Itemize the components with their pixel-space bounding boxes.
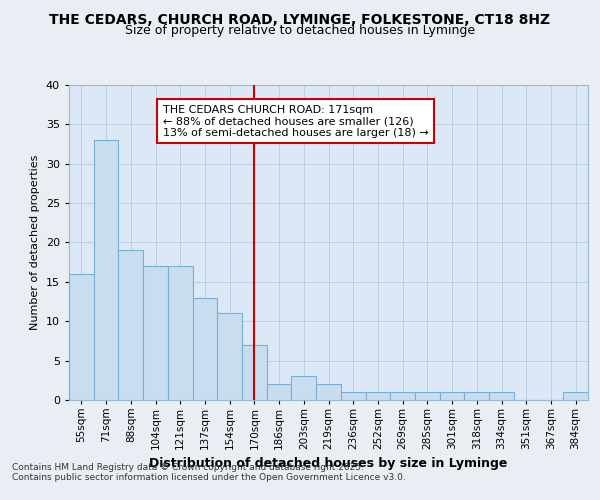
Bar [464,392,489,400]
Bar [341,392,365,400]
Text: Size of property relative to detached houses in Lyminge: Size of property relative to detached ho… [125,24,475,37]
Bar [193,298,217,400]
Bar [217,314,242,400]
Bar [390,392,415,400]
Y-axis label: Number of detached properties: Number of detached properties [30,155,40,330]
Bar [143,266,168,400]
Bar [316,384,341,400]
Bar [292,376,316,400]
Bar [242,345,267,400]
Bar [365,392,390,400]
Text: THE CEDARS CHURCH ROAD: 171sqm
← 88% of detached houses are smaller (126)
13% of: THE CEDARS CHURCH ROAD: 171sqm ← 88% of … [163,104,428,138]
Text: THE CEDARS, CHURCH ROAD, LYMINGE, FOLKESTONE, CT18 8HZ: THE CEDARS, CHURCH ROAD, LYMINGE, FOLKES… [49,12,551,26]
Bar [69,274,94,400]
Bar [118,250,143,400]
Bar [168,266,193,400]
Bar [440,392,464,400]
X-axis label: Distribution of detached houses by size in Lyminge: Distribution of detached houses by size … [149,458,508,470]
Bar [415,392,440,400]
Bar [489,392,514,400]
Bar [563,392,588,400]
Bar [267,384,292,400]
Bar [94,140,118,400]
Text: Contains HM Land Registry data © Crown copyright and database right 2025.
Contai: Contains HM Land Registry data © Crown c… [12,462,406,482]
